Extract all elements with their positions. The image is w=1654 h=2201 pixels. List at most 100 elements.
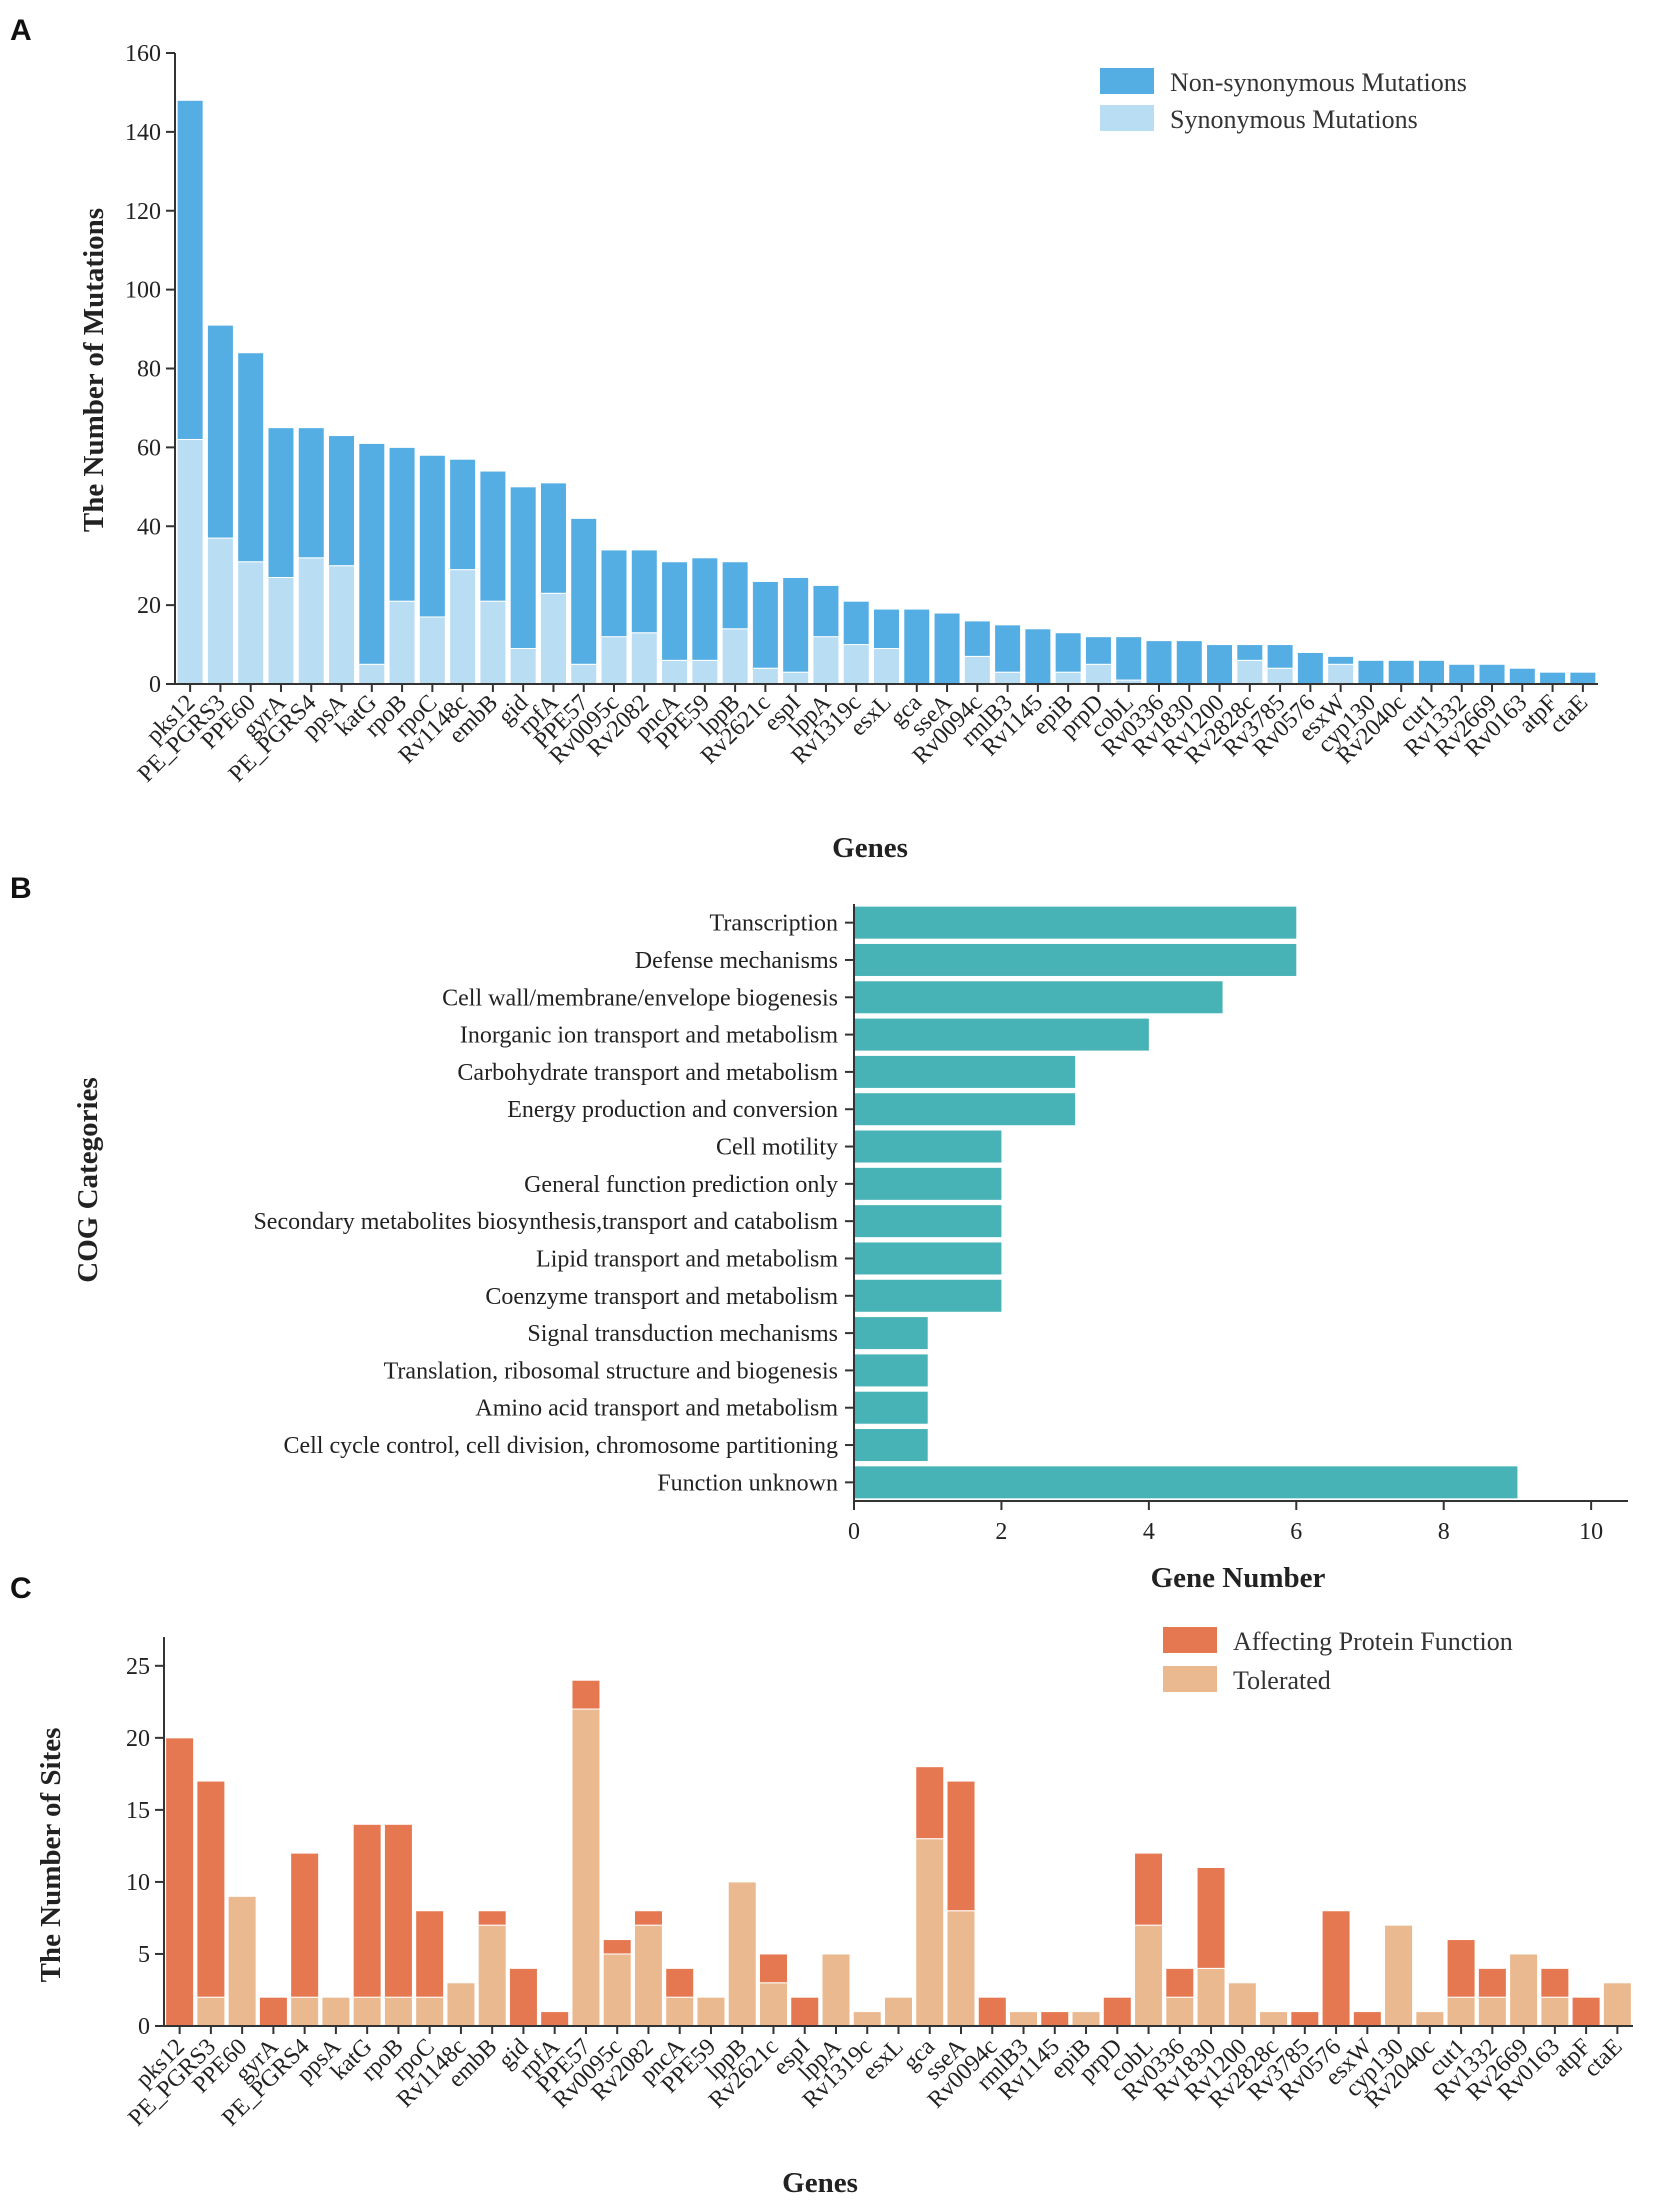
bar-a-Rv0163-non-synonymous-mutations xyxy=(1508,667,1536,685)
bar-a-gyrA-non-synonymous-mutations xyxy=(267,427,295,579)
category-label: Inorganic ion transport and metabolism xyxy=(460,1023,838,1049)
bar-a-PPE57-non-synonymous-mutations xyxy=(570,517,598,665)
bar-a-embB-non-synonymous-mutations xyxy=(479,470,507,602)
x-tick-label: 4 xyxy=(1143,1519,1155,1545)
panel-c-y-ticks: 0 5 10 15 20 25 xyxy=(126,1654,164,2040)
bar-a-PE_PGRS4-non-synonymous-mutations xyxy=(297,427,325,559)
bar-a-ctaE-non-synonymous-mutations xyxy=(1569,671,1597,685)
bar-a-esxW-synonymous-mutations xyxy=(1327,663,1355,685)
bar-a-rpoB-non-synonymous-mutations xyxy=(388,446,416,602)
bar-a-Rv2082-synonymous-mutations xyxy=(630,632,658,685)
bar-c-gyrA-affecting-protein-function xyxy=(258,1996,288,2027)
bar-a-Rv1200-non-synonymous-mutations xyxy=(1206,644,1234,685)
bar-a-rpoC-non-synonymous-mutations xyxy=(418,454,446,618)
panel-a-y-ticks: 0 20 40 60 80 100 120 140 160 xyxy=(125,41,175,698)
bar-a-Rv2828c-non-synonymous-mutations xyxy=(1236,644,1264,661)
category-label: Lipid transport and metabolism xyxy=(536,1246,838,1272)
bar-a-rpfA-non-synonymous-mutations xyxy=(539,482,567,594)
bar-c-katG-tolerated xyxy=(352,1996,382,2027)
y-tick-label: 80 xyxy=(137,357,161,383)
bar-a-lppA-synonymous-mutations xyxy=(812,636,840,685)
y-tick-label: 15 xyxy=(126,1798,150,1824)
x-tick-label: 0 xyxy=(848,1519,860,1545)
bar-c-Rv0095c-affecting-protein-function xyxy=(602,1939,632,1955)
bar-c-Rv0576-affecting-protein-function xyxy=(1321,1910,1351,2027)
bar-c-embB-affecting-protein-function xyxy=(477,1910,507,1926)
bar-a-rpoB-synonymous-mutations xyxy=(388,600,416,685)
x-tick-label: 10 xyxy=(1579,1519,1603,1545)
panel-b-y-axis-title: COG Categories xyxy=(72,1077,104,1282)
bar-cog-5 xyxy=(854,1093,1076,1126)
bar-cog-15 xyxy=(854,1466,1518,1499)
category-label: Energy production and conversion xyxy=(507,1097,838,1123)
bar-c-gid-affecting-protein-function xyxy=(508,1967,538,2027)
bar-c-Rv1332-affecting-protein-function xyxy=(1477,1967,1507,1998)
bar-a-ppsA-synonymous-mutations xyxy=(328,565,356,685)
legend-label-syn: Synonymous Mutations xyxy=(1170,105,1418,134)
bar-c-rmlB3-tolerated xyxy=(1009,2011,1039,2027)
legend-label-tolerated: Tolerated xyxy=(1233,1666,1331,1695)
bar-c-Rv0336-tolerated xyxy=(1165,1996,1195,2027)
bar-a-cyp130-non-synonymous-mutations xyxy=(1357,659,1385,685)
category-label: General function prediction only xyxy=(524,1172,838,1198)
bar-a-Rv0336-non-synonymous-mutations xyxy=(1145,640,1173,685)
bar-c-Rv1148c-tolerated xyxy=(446,1982,476,2027)
bar-cog-14 xyxy=(854,1429,928,1462)
bar-a-Rv0576-non-synonymous-mutations xyxy=(1296,651,1324,685)
bar-a-esxL-non-synonymous-mutations xyxy=(873,608,900,650)
bar-c-embB-tolerated xyxy=(477,1924,507,2027)
bar-c-esxL-tolerated xyxy=(884,1996,913,2027)
y-tick-label: 5 xyxy=(138,1942,150,1968)
bar-c-PE_PGRS3-tolerated xyxy=(196,1996,226,2027)
y-tick-label: 100 xyxy=(125,278,161,304)
bar-cog-13 xyxy=(854,1391,928,1424)
bar-c-Rv0336-affecting-protein-function xyxy=(1165,1967,1195,1998)
bar-c-cyp130-tolerated xyxy=(1384,1924,1414,2027)
bar-cog-1 xyxy=(854,943,1297,976)
bar-c-gca-tolerated xyxy=(915,1838,945,2027)
bar-a-Rv1319c-non-synonymous-mutations xyxy=(842,600,870,646)
bar-c-Rv2082-tolerated xyxy=(633,1924,663,2027)
y-tick-label: 140 xyxy=(125,120,161,146)
legend-swatch-nonsyn xyxy=(1100,68,1154,94)
bar-c-epiB-tolerated xyxy=(1071,2011,1101,2027)
category-label: Carbohydrate transport and metabolism xyxy=(457,1060,838,1086)
bar-c-Rv1830-tolerated xyxy=(1196,1967,1226,2027)
bar-a-sseA-non-synonymous-mutations xyxy=(933,612,961,685)
bar-cog-4 xyxy=(854,1055,1076,1088)
bar-a-rpoC-synonymous-mutations xyxy=(418,616,446,685)
bar-a-Rv2040c-non-synonymous-mutations xyxy=(1387,659,1415,685)
bar-a-PPE57-synonymous-mutations xyxy=(570,663,598,685)
bar-a-espI-synonymous-mutations xyxy=(782,671,810,685)
bar-c-Rv0163-tolerated xyxy=(1540,1996,1570,2027)
bar-c-PPE57-affecting-protein-function xyxy=(571,1679,601,1710)
y-tick-label: 25 xyxy=(126,1654,150,1680)
panel-a-bars xyxy=(176,99,1597,685)
bar-c-cut1-tolerated xyxy=(1446,1996,1476,2027)
bar-a-PE_PGRS3-synonymous-mutations xyxy=(206,537,234,685)
y-tick-label: 120 xyxy=(125,199,161,225)
bar-a-Rv2621c-non-synonymous-mutations xyxy=(751,580,779,669)
bar-cog-11 xyxy=(854,1317,928,1350)
bar-a-Rv2082-non-synonymous-mutations xyxy=(630,549,658,634)
bar-c-prpD-affecting-protein-function xyxy=(1102,1996,1132,2027)
bar-c-rpfA-affecting-protein-function xyxy=(540,2011,570,2027)
bar-c-PPE59-tolerated xyxy=(696,1996,726,2027)
panel-a-letter: A xyxy=(10,14,32,47)
bar-c-esxW-affecting-protein-function xyxy=(1352,2011,1382,2027)
bar-c-PE_PGRS4-affecting-protein-function xyxy=(290,1852,320,1998)
bar-c-Rv2040c-tolerated xyxy=(1415,2011,1445,2027)
bar-a-Rv1830-non-synonymous-mutations xyxy=(1175,640,1203,685)
bar-c-PPE60-tolerated xyxy=(227,1895,257,2027)
bar-a-Rv0095c-non-synonymous-mutations xyxy=(600,549,628,638)
bar-a-gid-non-synonymous-mutations xyxy=(509,486,537,650)
category-label: Function unknown xyxy=(657,1470,838,1496)
bar-cog-7 xyxy=(854,1167,1002,1200)
bar-c-Rv0163-affecting-protein-function xyxy=(1540,1967,1570,1998)
bar-a-epiB-non-synonymous-mutations xyxy=(1054,632,1082,673)
bar-a-Rv2669-non-synonymous-mutations xyxy=(1478,663,1506,685)
bar-c-Rv1830-affecting-protein-function xyxy=(1196,1867,1226,1969)
bar-a-atpF-non-synonymous-mutations xyxy=(1539,671,1567,685)
bar-a-lppB-synonymous-mutations xyxy=(721,628,749,685)
panel-c-letter: C xyxy=(10,1572,32,1605)
